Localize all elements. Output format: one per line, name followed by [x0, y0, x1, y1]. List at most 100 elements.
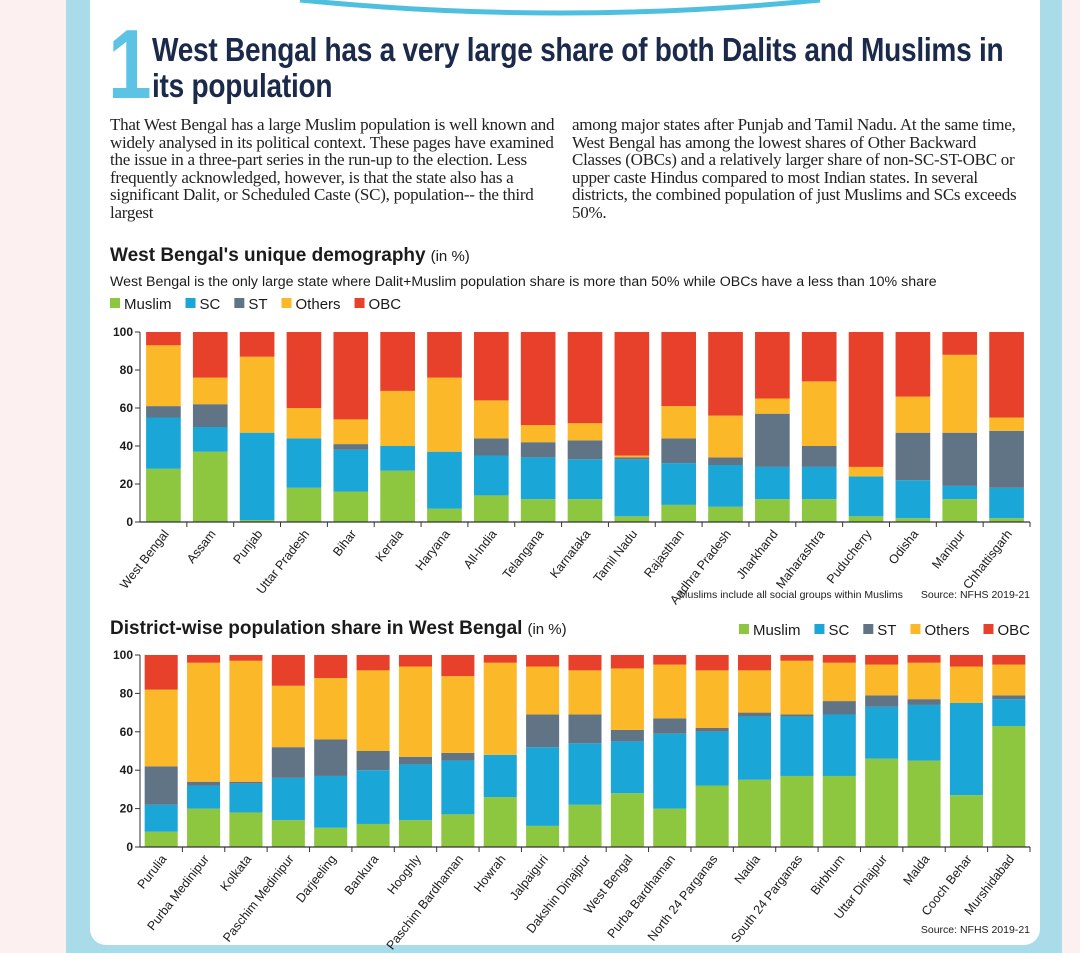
bar-segment [356, 751, 390, 771]
legend-label: SC [200, 296, 221, 313]
bar-segment [441, 760, 475, 815]
legend-swatch [863, 624, 874, 634]
bar-segment [239, 332, 275, 357]
bar-segment [380, 332, 415, 391]
bar-segment [192, 332, 228, 378]
chart-title-text: West Bengal's unique demography [110, 245, 426, 266]
x-tick-label: Jalpaiguri [507, 852, 551, 903]
bar-segment [146, 468, 181, 522]
bar-segment [614, 457, 650, 460]
bar-segment [780, 716, 814, 776]
y-tick-label: 80 [120, 363, 134, 377]
bar-segment [801, 381, 837, 446]
bar-segment [822, 714, 856, 776]
bar-segment [992, 726, 1026, 847]
top-arc [299, 0, 821, 16]
bar-segment [907, 699, 941, 705]
bar-segment [907, 655, 941, 663]
bar-segment [192, 404, 228, 427]
source: Source: NFHS 2019-21 [921, 589, 1030, 601]
bar-segment [780, 655, 814, 661]
bar-segment [356, 770, 390, 824]
legend-label: ST [877, 622, 896, 639]
x-tick-label: Jharkhand [734, 527, 781, 582]
bar-segment [567, 459, 603, 500]
bar-segment [271, 747, 305, 778]
bar-segment [848, 476, 884, 517]
bar-segment [610, 668, 644, 730]
bar-segment [780, 660, 814, 715]
legend-label: OBC [997, 622, 1030, 639]
bar-segment [473, 455, 509, 496]
bar-segment [483, 662, 517, 755]
x-tick-label: Odisha [886, 527, 921, 567]
bar-segment [865, 706, 899, 759]
bar-segment [801, 466, 837, 500]
bar-segment [398, 820, 433, 847]
bar-segment [333, 449, 369, 492]
bar-segment [895, 518, 931, 522]
legend-swatch [281, 298, 292, 308]
bar-segment [144, 689, 178, 767]
bar-segment [286, 408, 322, 439]
bar-segment [271, 655, 305, 686]
bar-segment [989, 518, 1024, 522]
bar-segment [483, 754, 517, 798]
bar-segment [610, 729, 644, 742]
body-column: among major states after Punjab and Tami… [572, 115, 1017, 222]
y-tick-label: 100 [113, 648, 133, 662]
bar-segment [526, 666, 560, 715]
bar-segment [907, 662, 941, 700]
bar-segment [520, 425, 556, 443]
bar-segment [895, 432, 931, 481]
bar-segment [942, 432, 978, 486]
bar-segment [865, 655, 899, 665]
bar-segment [568, 804, 602, 847]
bar-segment [356, 670, 390, 751]
bar-segment [755, 332, 790, 399]
chart-unit: (in %) [527, 621, 566, 638]
bar-segment [229, 660, 263, 782]
bar-segment [314, 678, 348, 740]
y-tick-label: 20 [120, 802, 134, 816]
bar-segment [737, 712, 772, 717]
body-column: That West Bengal has a large Muslim popu… [110, 115, 555, 222]
legend: Muslim SC ST Others OBC [738, 622, 1030, 639]
chart-title: West Bengal's unique demography (in %) [110, 245, 470, 266]
bar-segment [610, 793, 644, 847]
bar-segment [398, 666, 433, 757]
bar-segment [737, 670, 772, 713]
legend-swatch [983, 624, 994, 634]
bar-segment [567, 332, 603, 424]
bar-segment [229, 812, 263, 847]
bar-segment [708, 465, 743, 507]
bar-segment [614, 332, 650, 456]
bar-segment [695, 731, 729, 786]
bar-segment [992, 699, 1026, 727]
bar-segment [848, 516, 884, 522]
legend-swatch [814, 624, 825, 634]
bar-segment [780, 714, 814, 717]
y-tick-label: 100 [113, 325, 133, 339]
bar-segment [239, 520, 275, 522]
x-tick-label: Rajasthan [641, 527, 687, 580]
bar-segment [822, 662, 856, 702]
bar-segment [942, 354, 978, 433]
y-tick-label: 60 [120, 725, 134, 739]
bar-segment [356, 823, 390, 847]
bar-segment [229, 781, 263, 784]
bar-segment [520, 332, 556, 426]
x-tick-label: Nadia [732, 852, 763, 886]
legend-label: ST [248, 296, 267, 313]
legend-swatch [354, 298, 365, 308]
bar-segment [661, 406, 697, 439]
bar-segment [653, 733, 687, 809]
bar-segment [398, 764, 433, 821]
x-tick-label: Birbhum [808, 852, 848, 897]
bar-segment [473, 438, 509, 456]
bar-segment [441, 676, 475, 753]
bar-segment [822, 701, 856, 715]
bar-segment [989, 417, 1024, 431]
bar-segment [737, 655, 772, 671]
